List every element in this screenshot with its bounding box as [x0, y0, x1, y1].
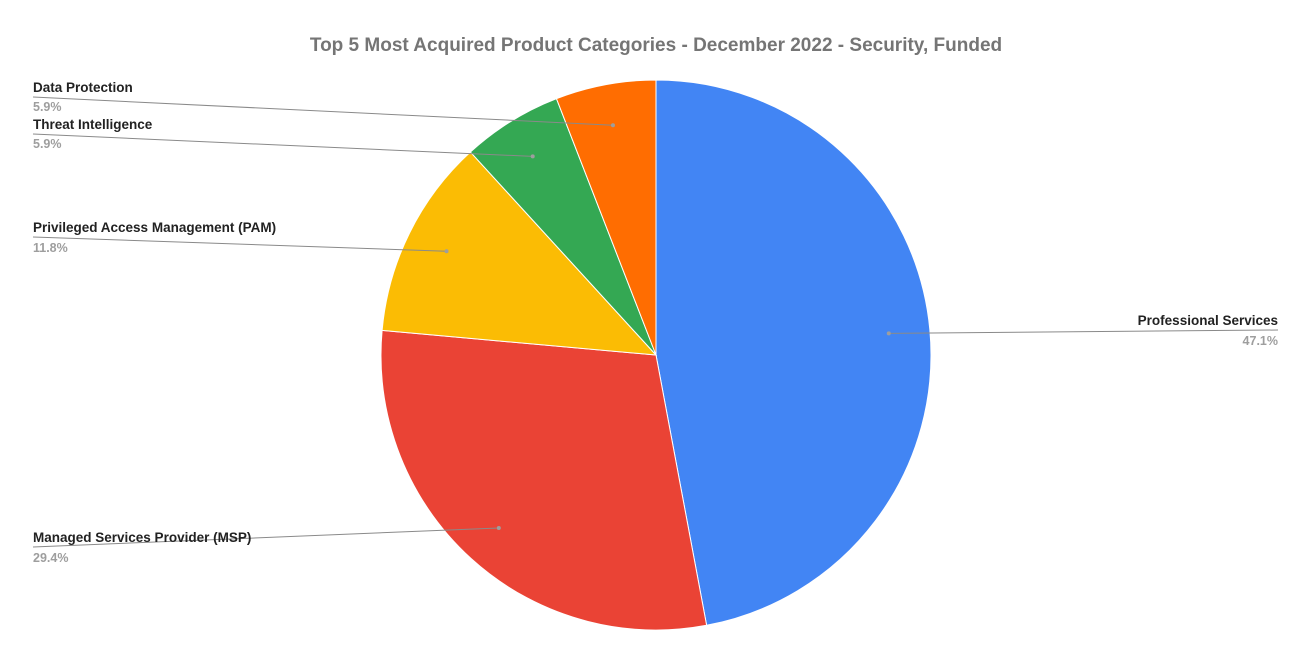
slice-value-label: 5.9%: [33, 100, 62, 114]
chart-title: Top 5 Most Acquired Product Categories -…: [310, 35, 1002, 56]
pie-slice-privileged-access-management-pam: [381, 151, 658, 356]
pie-slice-managed-services-provider-msp: [380, 329, 708, 631]
slice-label: Privileged Access Management (PAM): [33, 220, 276, 235]
slice-labels: Professional Services 47.1% Managed Servic…: [32, 80, 1279, 565]
leader-dot: [496, 526, 501, 531]
slice-label: Threat Intelligence: [33, 117, 153, 132]
leader-dot: [886, 331, 891, 336]
slice-value-label: 11.8%: [33, 241, 68, 255]
slice-value-label: 47.1%: [1243, 334, 1278, 348]
slice-value-label: 29.4%: [33, 551, 68, 565]
slice-label: Professional Services: [1138, 313, 1278, 328]
leader-dot: [444, 249, 449, 254]
leader-line: [32, 96, 613, 126]
pie-slice-data-protection: [555, 79, 657, 356]
slice-value-label: 5.9%: [33, 137, 62, 151]
slice-label: Data Protection: [33, 80, 133, 95]
pie-slices: [380, 79, 932, 631]
leader-dot: [610, 123, 615, 128]
pie-slice-professional-services: [655, 79, 932, 626]
leader-line: [32, 133, 533, 157]
slice-label: Managed Services Provider (MSP): [33, 530, 251, 545]
leader-dot: [530, 154, 535, 159]
leader-line: [888, 329, 1279, 334]
leader-line: [32, 527, 499, 548]
leader-line: [32, 236, 447, 252]
